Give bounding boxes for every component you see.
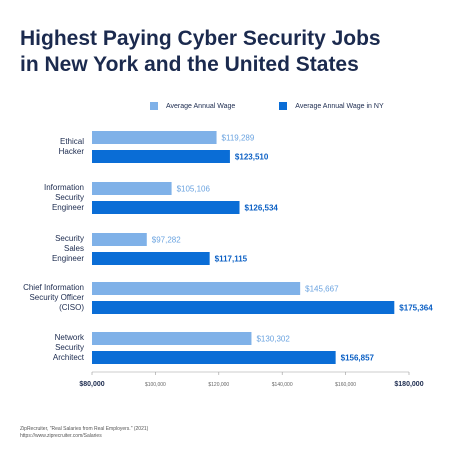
bar-value-label: $145,667 xyxy=(305,285,339,294)
x-axis-tick-label: $140,000 xyxy=(272,382,293,388)
source-note: ZipRecruiter, "Real Salaries from Real E… xyxy=(20,426,148,440)
bar-value-label: $175,364 xyxy=(399,304,433,313)
source-line-1: ZipRecruiter, "Real Salaries from Real E… xyxy=(20,426,149,432)
category-label-line: Ethical xyxy=(59,137,84,146)
category-label: Ethical Hacker xyxy=(0,137,84,157)
x-axis-tick-label: $120,000 xyxy=(208,382,229,388)
category-label-line: Security xyxy=(55,234,84,243)
bar xyxy=(92,201,240,214)
category-label-line: Security xyxy=(55,343,84,352)
category-label-line: Sales xyxy=(63,244,84,253)
legend-swatch-average-wage xyxy=(150,102,158,110)
bar xyxy=(92,150,230,163)
bar xyxy=(92,131,217,144)
legend-label-average-wage-ny: Average Annual Wage in NY xyxy=(295,102,384,110)
category-label: Security Sales Engineer xyxy=(0,234,84,264)
category-label-line: (CISO) xyxy=(59,303,84,312)
category-label-line: Hacker xyxy=(58,147,84,156)
category-label-line: Security xyxy=(55,193,84,202)
source-line-2: https://www.ziprecruiter.com/Salaries xyxy=(20,433,102,439)
bar xyxy=(92,233,147,246)
category-label-line: Engineer xyxy=(51,254,84,263)
bar xyxy=(92,301,395,314)
chart-title-line-1: Highest Paying Cyber Security Jobs xyxy=(20,27,381,50)
bar xyxy=(92,351,336,364)
bar-value-label: $105,106 xyxy=(177,185,211,194)
chart-legend: Average Annual Wage Average Annual Wage … xyxy=(150,100,428,112)
bar xyxy=(92,332,252,345)
category-label-line: Engineer xyxy=(51,203,84,212)
category-label: Network Security Architect xyxy=(0,333,84,363)
bar-value-label: $117,115 xyxy=(215,255,248,264)
category-label-line: Security Officer xyxy=(29,293,84,302)
category-label-line: Network xyxy=(54,333,84,342)
bar-value-label: $123,510 xyxy=(235,153,269,162)
x-axis-tick-label: $180,000 xyxy=(394,381,423,388)
chart-title-line-2: in New York and the United States xyxy=(20,53,359,76)
bar-value-label: $119,289 xyxy=(222,134,255,143)
x-axis-tick-label: $80,000 xyxy=(79,381,104,388)
bar xyxy=(92,282,301,295)
bar-value-label: $97,282 xyxy=(152,236,181,245)
category-label: Information Security Engineer xyxy=(0,183,84,213)
legend-item-average-wage-ny: Average Annual Wage in NY xyxy=(279,102,384,110)
legend-label-average-wage: Average Annual Wage xyxy=(166,102,236,110)
legend-item-average-wage: Average Annual Wage xyxy=(150,102,235,110)
bar-value-label: $130,302 xyxy=(256,335,290,344)
legend-swatch-average-wage-ny xyxy=(279,102,288,110)
category-label-line: Architect xyxy=(52,353,84,362)
chart-title: Highest Paying Cyber Security Jobs in Ne… xyxy=(20,26,460,78)
bar xyxy=(92,252,210,265)
bar xyxy=(92,182,172,195)
category-label-line: Information xyxy=(43,183,84,192)
category-label-line: Chief Information xyxy=(23,283,84,292)
x-axis-tick-label: $160,000 xyxy=(335,382,356,388)
bar-value-label: $126,534 xyxy=(245,204,279,213)
x-axis-tick-label: $100,000 xyxy=(145,382,166,388)
bar-value-label: $156,857 xyxy=(341,354,375,363)
category-label: Chief Information Security Officer (CISO) xyxy=(0,283,84,313)
